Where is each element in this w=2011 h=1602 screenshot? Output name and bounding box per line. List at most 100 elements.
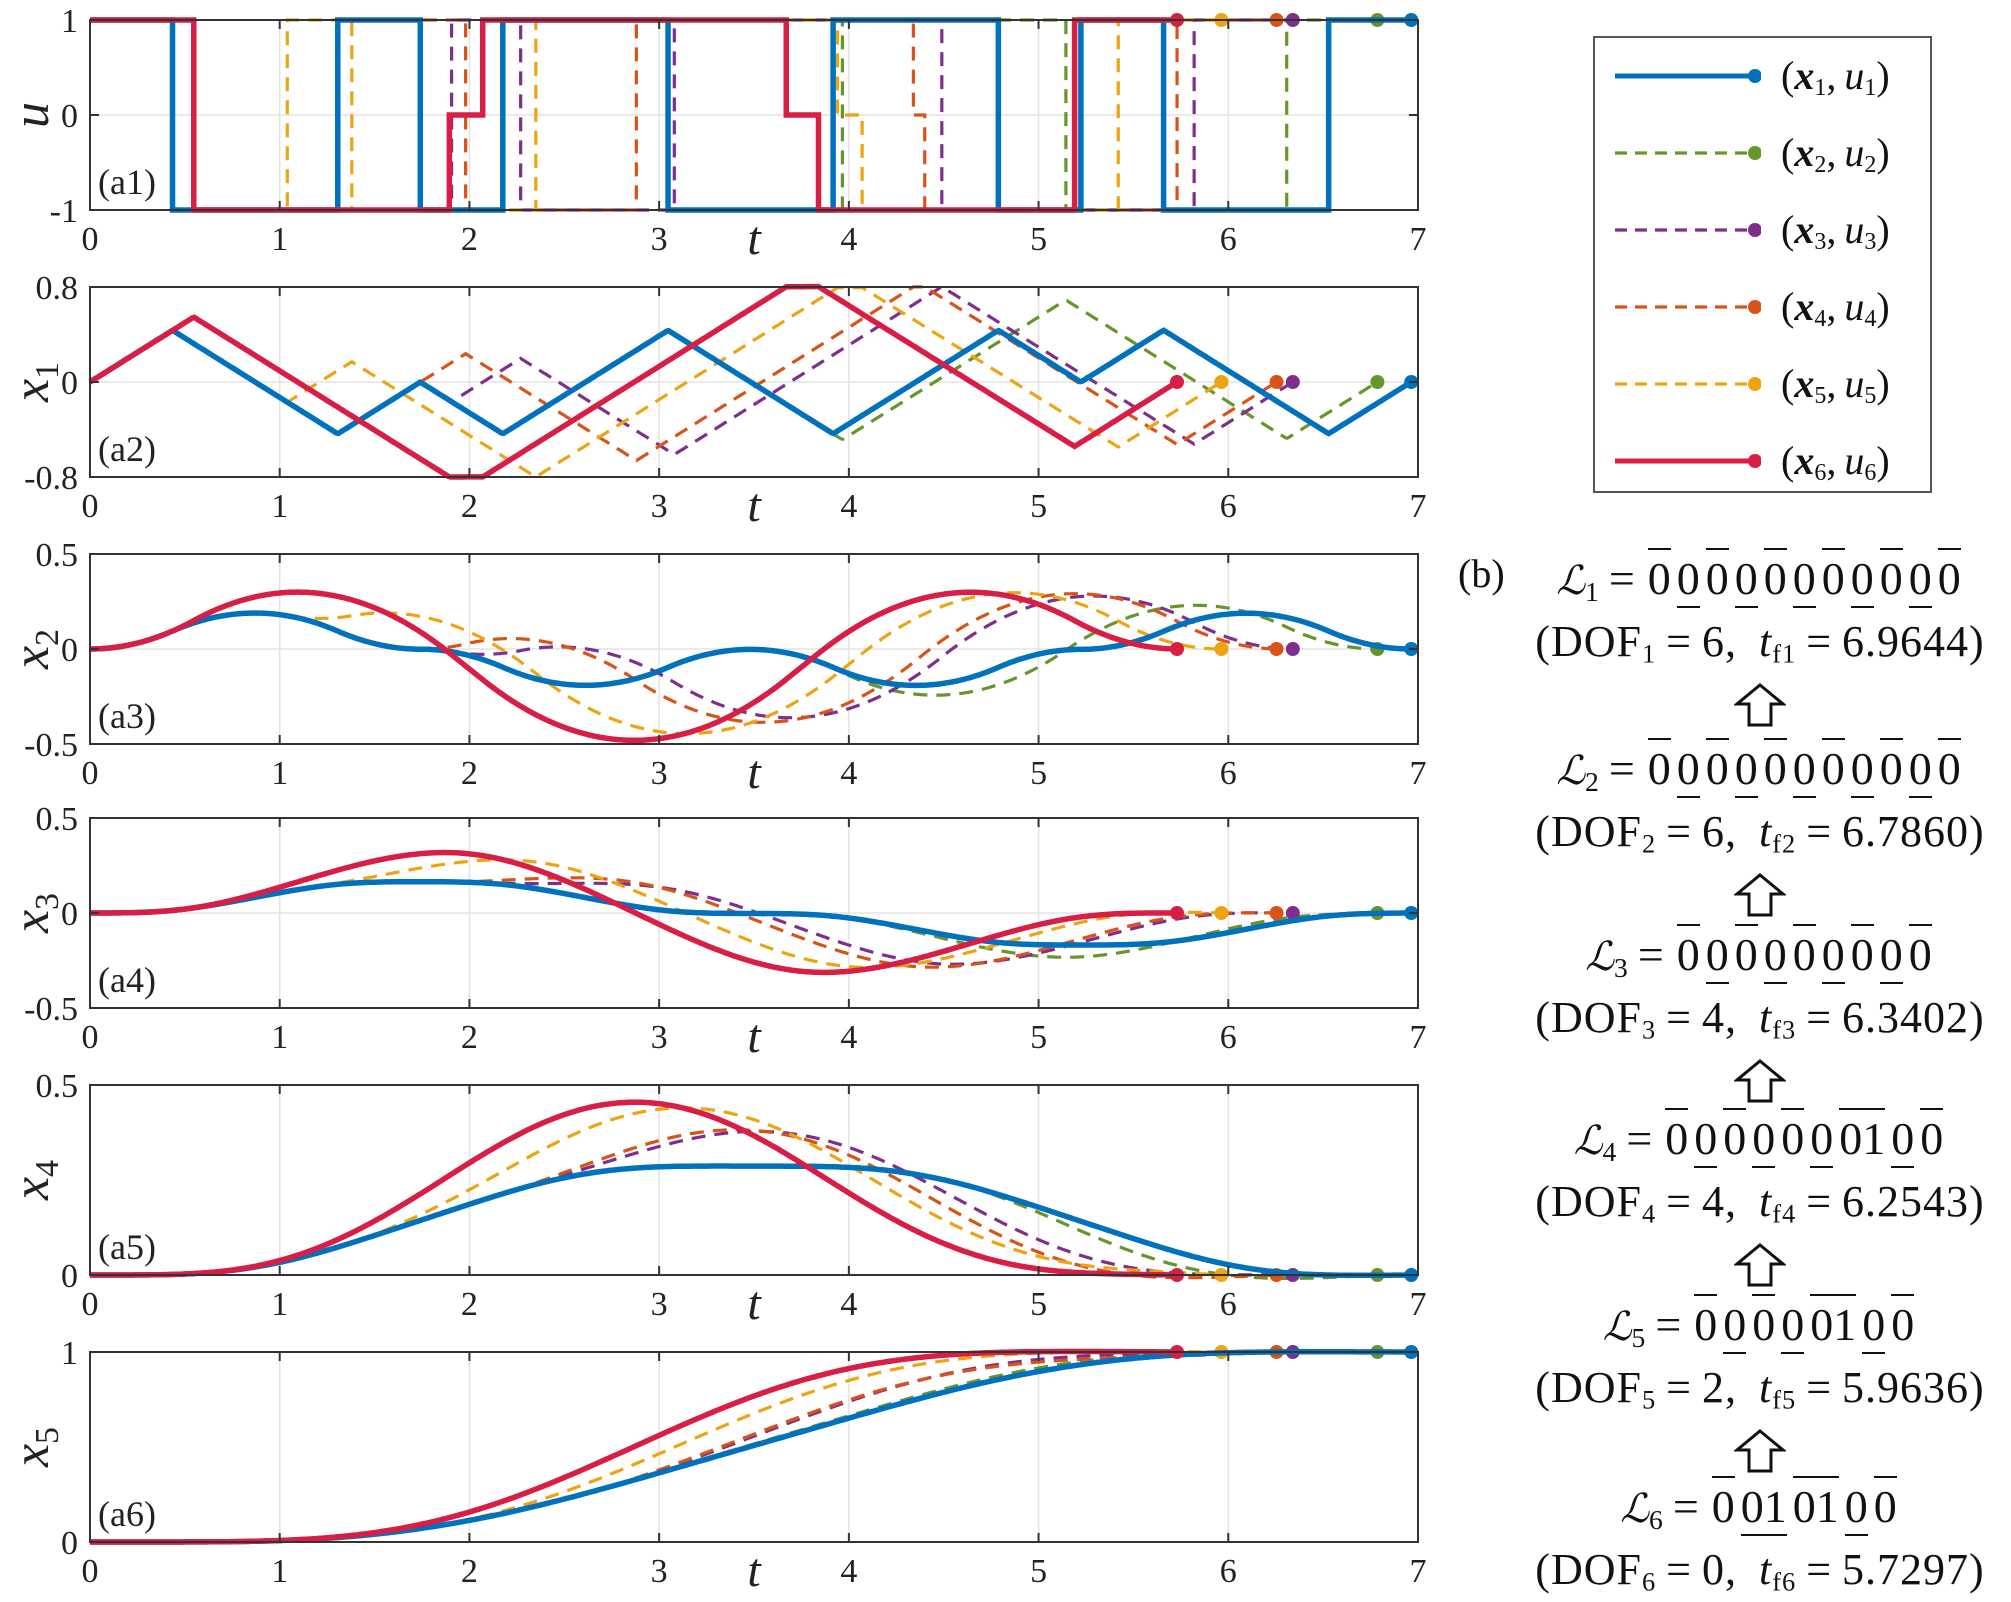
y-axis-label-subscript: 1	[29, 362, 66, 379]
x-tick-label: 6	[1220, 1286, 1237, 1323]
x-tick-label: 3	[651, 488, 668, 525]
series-line-6	[90, 1099, 1177, 1278]
panel-label: (a4)	[98, 960, 156, 1000]
dof-tf-part: DOF	[1550, 807, 1642, 856]
sequence-group: 0	[1850, 924, 1874, 984]
legend-label-part: 4	[1814, 306, 1827, 332]
sequence-index: 2	[1585, 765, 1599, 797]
sequence-group: 0	[1844, 1476, 1868, 1536]
legend-label-part: )	[1876, 130, 1890, 175]
series-line-3	[90, 1129, 1293, 1277]
up-arrow-icon	[1734, 873, 1786, 917]
x-tick-label: 6	[1220, 755, 1237, 792]
panel-label: (a2)	[98, 429, 156, 469]
sequence-group: 0	[1705, 738, 1729, 798]
sequence-group: 01	[1839, 1108, 1886, 1168]
series-line-5	[90, 1349, 1222, 1544]
dof-tf-part: DOF	[1550, 1177, 1642, 1226]
legend-line-sample	[1615, 146, 1761, 160]
legend-line-sample	[1615, 69, 1761, 83]
dof-tf-part: t	[1759, 1363, 1773, 1412]
legend-label-part: 6	[1864, 460, 1877, 486]
up-arrow-icon	[1734, 1059, 1786, 1103]
legend-marker	[1748, 146, 1761, 160]
series-line-4	[90, 1350, 1277, 1544]
sequence-group: 0	[1792, 738, 1816, 798]
x-tick-label: 7	[1410, 1286, 1427, 1323]
dof-tf-part: )	[1969, 993, 1985, 1042]
x-tick-label: 2	[461, 1553, 478, 1590]
series-line-4	[90, 1128, 1277, 1280]
sequence-index: 1	[1585, 575, 1599, 607]
sequence-group: 0	[1879, 924, 1903, 984]
sequence-group: 0	[1734, 924, 1758, 984]
dof-tf-part: f3	[1772, 1014, 1797, 1045]
legend-label-part: u	[1844, 361, 1865, 406]
series-end-marker-6	[1170, 906, 1185, 920]
panel-label: (a5)	[98, 1227, 156, 1267]
equals-sign: =	[1655, 1299, 1682, 1350]
sequence-group: 0	[1850, 738, 1874, 798]
sequence-index: 6	[1649, 1503, 1663, 1535]
legend-label-part: x	[1794, 53, 1815, 98]
legend-label-part: x	[1794, 361, 1815, 406]
x-tick-label: 7	[1410, 488, 1427, 525]
sequence-group: 0	[1647, 548, 1671, 608]
series-line-3	[90, 594, 1293, 720]
series-line-3	[90, 880, 1293, 966]
x-tick-label: 6	[1220, 1019, 1237, 1056]
series-line-3	[89, 284, 1294, 457]
sequence-group: 0	[1694, 1294, 1718, 1354]
dof-tf-part: ,	[1725, 993, 1737, 1042]
dof-tf-part: 2	[1702, 1363, 1725, 1412]
x-tick-label: 2	[461, 221, 478, 258]
sequence-group: 0	[1879, 738, 1903, 798]
script-L-symbol: ℒ	[1602, 1304, 1632, 1350]
series-end-marker-3	[1285, 906, 1300, 920]
dof-tf-part: t	[1759, 617, 1773, 666]
sequence-group: 0	[1792, 548, 1816, 608]
dof-tf-part: ,	[1725, 1177, 1737, 1226]
script-L-symbol: ℒ	[1556, 558, 1586, 604]
legend-item-1: (x1, u1)	[1595, 46, 1930, 106]
y-tick-label: 0.5	[36, 1068, 79, 1105]
legend-label: (x3, u3)	[1781, 206, 1890, 254]
sequence-group: 0	[1676, 548, 1700, 608]
dof-tf-part: 6.3402	[1842, 993, 1970, 1042]
x-tick-label: 5	[1030, 1553, 1047, 1590]
x-tick-label: 0	[82, 221, 99, 258]
dof-tf-part: =	[1666, 1363, 1692, 1412]
dof-tf-part: =	[1666, 993, 1692, 1042]
series-end-marker-5	[1214, 375, 1229, 389]
legend-label-part: u	[1844, 284, 1865, 329]
dof-tf-part: 6.9644	[1842, 617, 1970, 666]
sequence-group: 0	[1862, 1294, 1886, 1354]
dof-tf-part: t	[1759, 1177, 1773, 1226]
x-tick-label: 0	[82, 488, 99, 525]
legend-label-part: ,	[1826, 207, 1837, 252]
sequence-group: 0	[1705, 924, 1729, 984]
x-tick-label: 3	[651, 1286, 668, 1323]
sequence-row-L6: ℒ6 = 0 01 01 0 0	[1510, 1476, 2010, 1536]
legend-marker	[1748, 223, 1761, 237]
dof-tf-part: (	[1535, 1177, 1551, 1226]
x-tick-label: 4	[840, 1553, 857, 1590]
sequence-group: 0	[1763, 738, 1787, 798]
dof-tf-part: =	[1806, 1363, 1833, 1412]
x-tick-label: 3	[651, 755, 668, 792]
dof-tf-part: t	[1759, 807, 1773, 856]
dof-tf-part: DOF	[1550, 1545, 1642, 1594]
dof-tf-part: =	[1666, 807, 1692, 856]
x-tick-label: 2	[461, 488, 478, 525]
dof-tf-part: =	[1806, 1545, 1833, 1594]
dof-tf-row-2: (DOF2 = 6, tf2 = 6.7860)	[1510, 806, 2010, 857]
legend-label-part: ,	[1826, 438, 1837, 483]
sequence-group: 0	[1723, 1108, 1747, 1168]
dof-tf-part: =	[1666, 1545, 1692, 1594]
dof-tf-part: f4	[1772, 1198, 1797, 1229]
dof-tf-part: 4	[1702, 1177, 1725, 1226]
